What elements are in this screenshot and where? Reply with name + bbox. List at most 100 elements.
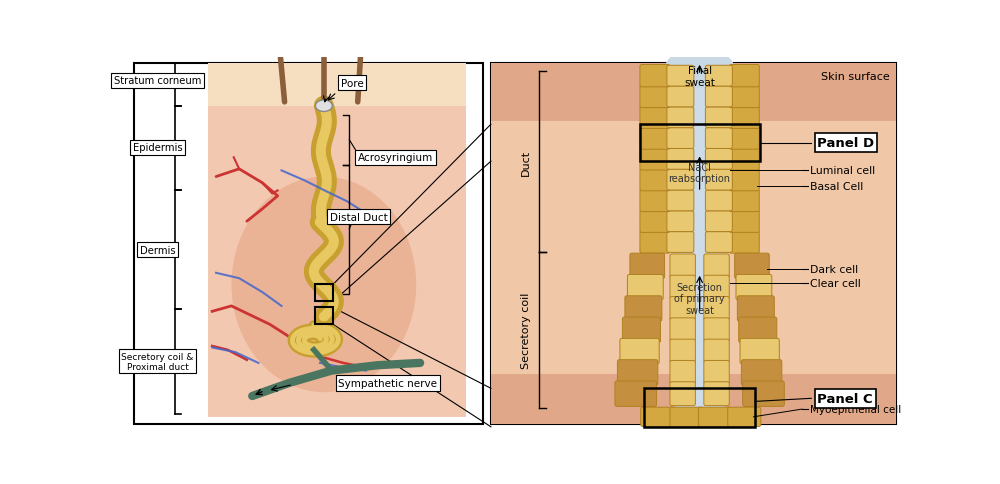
Text: Sympathetic nerve: Sympathetic nerve <box>338 378 437 388</box>
FancyBboxPatch shape <box>735 254 769 279</box>
FancyBboxPatch shape <box>728 408 761 426</box>
FancyBboxPatch shape <box>729 211 759 233</box>
FancyBboxPatch shape <box>743 381 784 407</box>
FancyBboxPatch shape <box>630 254 665 279</box>
FancyBboxPatch shape <box>705 149 732 170</box>
FancyBboxPatch shape <box>667 107 694 128</box>
Bar <box>672 72 727 253</box>
FancyBboxPatch shape <box>617 360 658 385</box>
FancyBboxPatch shape <box>640 107 670 129</box>
FancyBboxPatch shape <box>705 66 732 87</box>
FancyBboxPatch shape <box>622 318 661 343</box>
FancyBboxPatch shape <box>667 232 694 253</box>
FancyBboxPatch shape <box>667 212 694 232</box>
Text: Final
sweat: Final sweat <box>684 66 715 87</box>
FancyBboxPatch shape <box>670 255 695 278</box>
Text: Stratum corneum: Stratum corneum <box>114 76 201 86</box>
FancyBboxPatch shape <box>641 408 674 426</box>
FancyBboxPatch shape <box>625 296 662 321</box>
Text: Secretory coil &
Proximal duct: Secretory coil & Proximal duct <box>121 352 194 371</box>
FancyBboxPatch shape <box>705 128 732 149</box>
FancyBboxPatch shape <box>670 408 703 426</box>
FancyBboxPatch shape <box>670 361 695 384</box>
FancyBboxPatch shape <box>729 86 759 108</box>
Text: Dark cell: Dark cell <box>810 264 858 274</box>
FancyBboxPatch shape <box>667 170 694 191</box>
FancyBboxPatch shape <box>704 339 729 363</box>
FancyBboxPatch shape <box>729 128 759 150</box>
FancyBboxPatch shape <box>640 211 670 233</box>
FancyBboxPatch shape <box>704 318 729 342</box>
FancyBboxPatch shape <box>704 382 729 406</box>
FancyBboxPatch shape <box>698 408 732 426</box>
FancyBboxPatch shape <box>737 296 774 321</box>
Text: Clear cell: Clear cell <box>810 278 860 288</box>
Text: Distal Duct: Distal Duct <box>330 212 387 222</box>
FancyBboxPatch shape <box>670 297 695 321</box>
Text: Luminal cell: Luminal cell <box>810 166 875 176</box>
Bar <box>315 285 333 302</box>
FancyBboxPatch shape <box>704 297 729 321</box>
FancyBboxPatch shape <box>615 381 656 407</box>
FancyBboxPatch shape <box>640 86 670 108</box>
Bar <box>315 308 333 325</box>
Ellipse shape <box>315 101 332 112</box>
FancyBboxPatch shape <box>640 231 670 254</box>
FancyBboxPatch shape <box>704 255 729 278</box>
FancyBboxPatch shape <box>667 128 694 149</box>
Text: Panel D: Panel D <box>817 137 875 150</box>
Text: Pore: Pore <box>341 78 364 89</box>
FancyBboxPatch shape <box>729 190 759 212</box>
FancyBboxPatch shape <box>705 87 732 107</box>
Bar <box>134 64 483 424</box>
Bar <box>640 125 760 162</box>
Ellipse shape <box>231 177 416 393</box>
Bar <box>675 253 725 408</box>
FancyBboxPatch shape <box>736 275 772 300</box>
FancyBboxPatch shape <box>670 276 695 300</box>
Bar <box>491 64 896 122</box>
Text: Myoepithelial cell: Myoepithelial cell <box>810 404 901 414</box>
Bar <box>491 122 896 375</box>
Text: Epidermis: Epidermis <box>133 143 182 153</box>
FancyBboxPatch shape <box>705 191 732 212</box>
Text: Secretion
of primary
sweat: Secretion of primary sweat <box>674 282 725 315</box>
FancyBboxPatch shape <box>640 128 670 150</box>
Text: Dermis: Dermis <box>140 245 175 255</box>
FancyBboxPatch shape <box>627 275 663 300</box>
Bar <box>491 64 896 424</box>
FancyBboxPatch shape <box>729 169 759 191</box>
Text: Skin surface: Skin surface <box>821 72 890 82</box>
FancyBboxPatch shape <box>741 360 782 385</box>
FancyBboxPatch shape <box>640 190 670 212</box>
Text: Basal Cell: Basal Cell <box>810 182 863 191</box>
Text: NaCl
reabsorption: NaCl reabsorption <box>669 163 731 184</box>
FancyBboxPatch shape <box>667 149 694 170</box>
FancyBboxPatch shape <box>670 318 695 342</box>
Text: Panel C: Panel C <box>817 392 873 405</box>
FancyBboxPatch shape <box>739 318 777 343</box>
FancyBboxPatch shape <box>640 149 670 171</box>
Text: Acrosyringium: Acrosyringium <box>358 153 433 163</box>
Bar <box>208 64 466 106</box>
FancyBboxPatch shape <box>729 149 759 171</box>
FancyBboxPatch shape <box>705 232 732 253</box>
FancyBboxPatch shape <box>704 276 729 300</box>
FancyBboxPatch shape <box>667 66 694 87</box>
FancyBboxPatch shape <box>704 361 729 384</box>
FancyBboxPatch shape <box>670 339 695 363</box>
Bar <box>491 375 896 424</box>
FancyBboxPatch shape <box>729 231 759 254</box>
Text: Secretory coil: Secretory coil <box>521 292 531 368</box>
FancyBboxPatch shape <box>729 65 759 88</box>
FancyBboxPatch shape <box>640 169 670 191</box>
FancyBboxPatch shape <box>729 107 759 129</box>
FancyBboxPatch shape <box>667 87 694 107</box>
FancyBboxPatch shape <box>705 107 732 128</box>
FancyBboxPatch shape <box>640 65 670 88</box>
FancyBboxPatch shape <box>670 382 695 406</box>
Text: Duct: Duct <box>521 149 531 175</box>
Bar <box>644 389 755 427</box>
FancyBboxPatch shape <box>705 212 732 232</box>
FancyBboxPatch shape <box>620 339 659 364</box>
